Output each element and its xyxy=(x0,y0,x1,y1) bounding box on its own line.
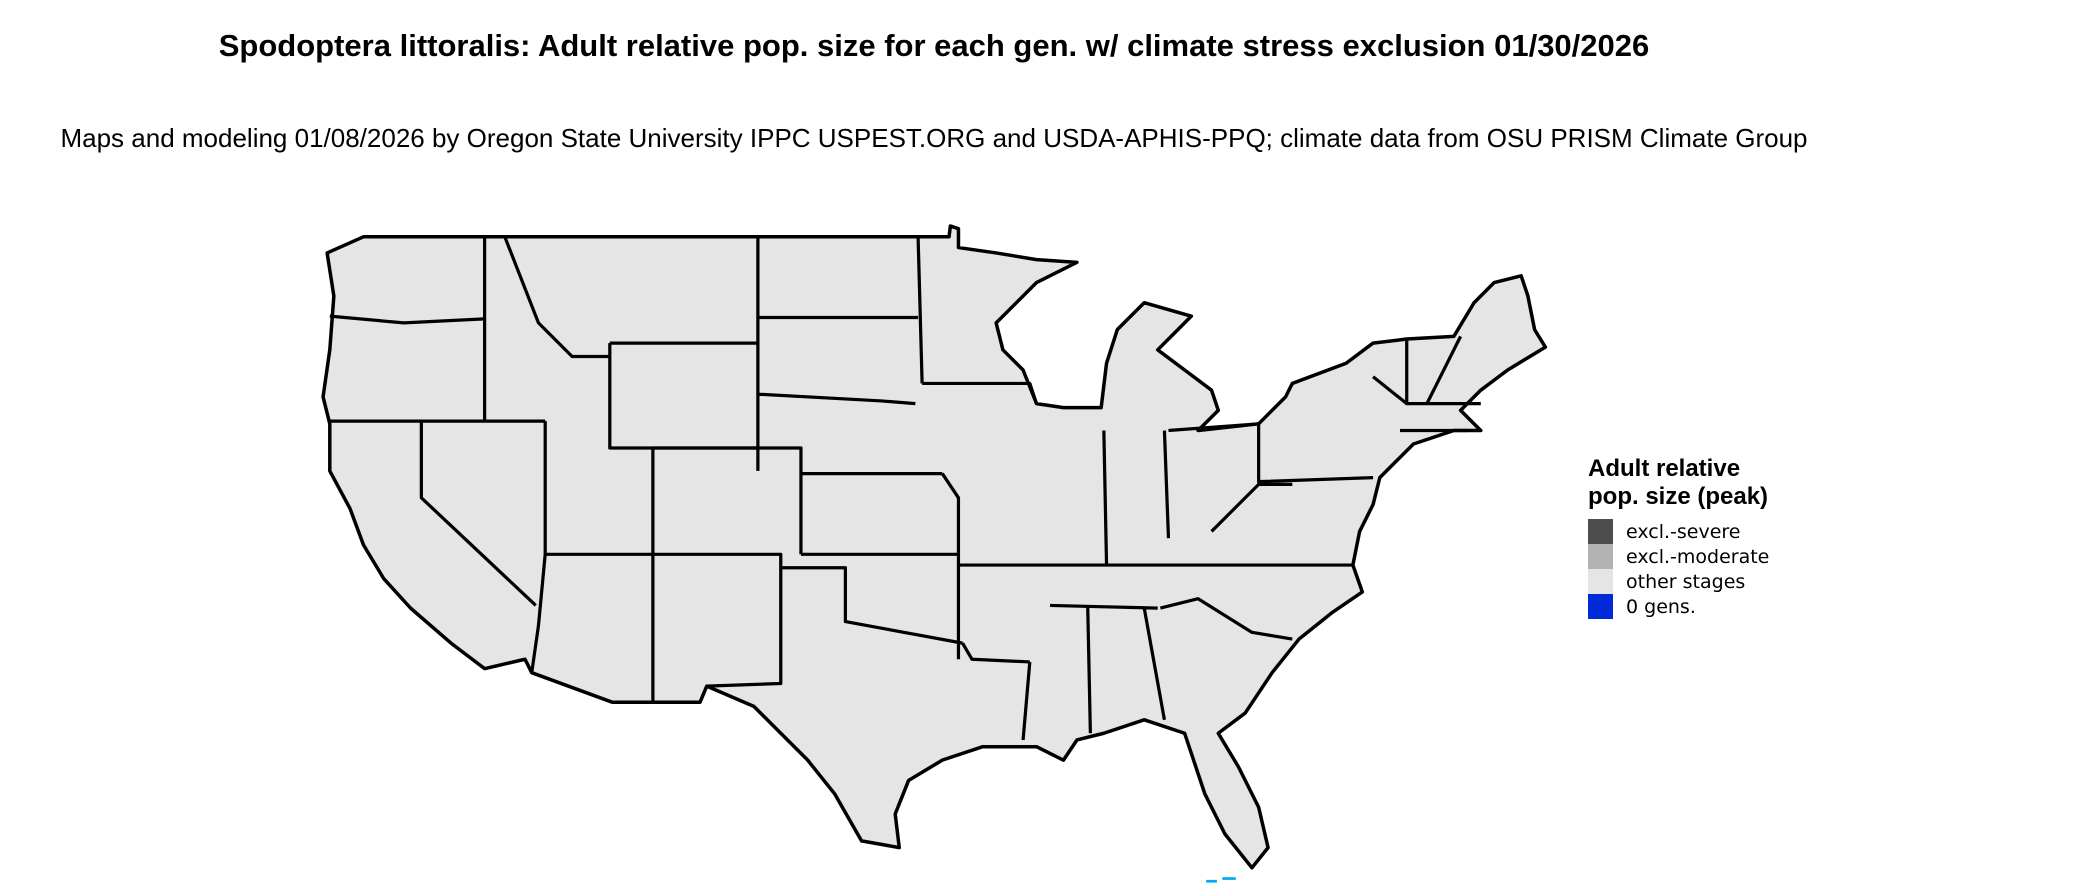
legend-item: other stages xyxy=(1588,569,1788,594)
state-border xyxy=(757,392,916,406)
legend-label: excl.-moderate xyxy=(1626,545,1770,568)
state-borders xyxy=(329,236,1481,741)
florida-keys-0-gens xyxy=(1206,877,1236,883)
state-border xyxy=(1372,375,1408,405)
legend: Adult relative pop. size (peak) excl.-se… xyxy=(1588,455,1788,619)
state-border xyxy=(1086,605,1092,734)
us-outline xyxy=(321,224,1548,870)
state-border xyxy=(1405,339,1481,406)
state-border xyxy=(1162,430,1171,539)
state-border xyxy=(1142,607,1167,721)
legend-item: excl.-moderate xyxy=(1588,544,1788,569)
legend-swatch xyxy=(1588,544,1613,569)
state-border xyxy=(652,446,803,555)
state-border xyxy=(1021,661,1032,741)
state-border xyxy=(940,472,961,660)
legend-label: 0 gens. xyxy=(1626,595,1696,618)
legend-item: excl.-severe xyxy=(1588,519,1788,544)
state-border xyxy=(780,566,963,645)
map-subtitle: Maps and modeling 01/08/2026 by Oregon S… xyxy=(60,123,1808,153)
legend-swatch xyxy=(1588,519,1613,544)
state-border xyxy=(1159,597,1293,641)
state-border xyxy=(530,554,547,673)
legend-swatch xyxy=(1588,594,1613,619)
state-border xyxy=(419,421,537,607)
state-border xyxy=(1257,423,1374,484)
state-border xyxy=(652,552,783,688)
state-border xyxy=(1102,430,1109,566)
legend-title: Adult relative pop. size (peak) xyxy=(1588,455,1769,510)
state-border xyxy=(1168,422,1259,433)
legend-label: excl.-severe xyxy=(1626,520,1741,543)
state-border xyxy=(503,236,610,359)
legend-swatch xyxy=(1588,569,1613,594)
state-border xyxy=(1049,603,1158,610)
legend-label: other stages xyxy=(1626,570,1746,593)
legend-item: 0 gens. xyxy=(1588,594,1788,619)
state-border xyxy=(329,314,485,325)
state-border xyxy=(961,642,1030,664)
state-border xyxy=(1425,335,1463,405)
map-title: Spodoptera littoralis: Adult relative po… xyxy=(218,28,1650,63)
state-border xyxy=(1210,482,1293,533)
state-border xyxy=(922,381,1039,405)
state-border xyxy=(916,236,924,384)
